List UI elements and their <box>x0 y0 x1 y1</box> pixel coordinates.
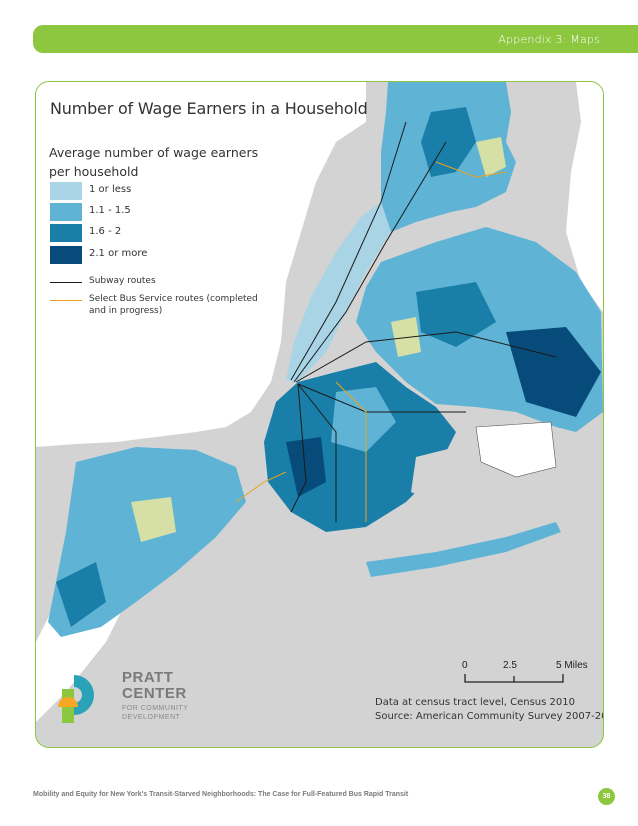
page-number: 38 <box>598 788 615 805</box>
bronx-park <box>476 137 506 177</box>
pratt-center-logo: PRATT CENTER FOR COMMUNITY DEVELOPMENT <box>56 667 216 727</box>
sbs-routes <box>235 161 507 522</box>
staten-island-park <box>131 497 176 542</box>
staten-island-dark <box>56 562 106 627</box>
legend-label-3: 1.6 - 2 <box>89 226 122 237</box>
queens-park <box>391 317 421 357</box>
section-header-text: Appendix 3: Maps <box>498 33 600 46</box>
logo-sub-line-2: DEVELOPMENT <box>122 714 181 721</box>
brooklyn-light <box>331 387 396 452</box>
queens-dark <box>506 327 601 417</box>
source-line-1: Data at census tract level, Census 2010 <box>375 697 575 708</box>
scale-tick-1: 2.5 <box>503 660 517 671</box>
long-island-land <box>566 82 603 312</box>
rockaway <box>366 522 561 577</box>
logo-name-line-2: CENTER <box>122 685 187 702</box>
map-title: Number of Wage Earners in a Household <box>50 99 368 118</box>
legend-subway-label: Subway routes <box>89 276 156 286</box>
legend-label-4: 2.1 or more <box>89 248 148 259</box>
scale-bar-line <box>464 674 564 683</box>
logo-subtitle: FOR COMMUNITY DEVELOPMENT <box>122 704 188 722</box>
legend-label-2: 1.1 - 1.5 <box>89 205 131 216</box>
scale-tick-0: 0 <box>462 660 468 671</box>
logo-name-line-1: PRATT <box>122 669 174 686</box>
pratt-center-logo-mark <box>58 675 94 723</box>
legend-swatch-3 <box>50 224 82 242</box>
map-frame: Number of Wage Earners in a Household Av… <box>35 81 604 748</box>
queens-mid <box>416 282 496 347</box>
new-jersey-land <box>36 82 366 447</box>
scale-bar: 0 2.5 5 Miles <box>458 660 603 700</box>
jfk-airport <box>475 421 557 478</box>
logo-name: PRATT CENTER <box>122 670 187 702</box>
scale-tick-2: 5 Miles <box>556 660 588 671</box>
source-line-2: Source: American Community Survey 2007-2… <box>375 711 604 722</box>
legend-swatch-4 <box>50 246 82 264</box>
legend-label-1: 1 or less <box>89 184 132 195</box>
legend-subway-line <box>50 282 82 283</box>
legend-sbs-line <box>50 300 82 301</box>
legend-sbs-label: Select Bus Service routes (completed and… <box>89 294 258 316</box>
legend-title: Average number of wage earners per house… <box>49 145 259 179</box>
footer-text: Mobility and Equity for New York's Trans… <box>33 791 409 798</box>
bronx-dark <box>421 107 476 177</box>
manhattan <box>286 202 391 382</box>
brooklyn-dark <box>286 437 326 497</box>
nyc-map <box>36 82 603 722</box>
logo-sub-line-1: FOR COMMUNITY <box>122 705 189 712</box>
legend-swatch-2 <box>50 203 82 221</box>
subway-routes <box>290 121 557 522</box>
data-source: Data at census tract level, Census 2010 … <box>375 696 604 724</box>
section-header-bar: Appendix 3: Maps <box>33 25 638 53</box>
legend-swatch-1 <box>50 182 82 200</box>
